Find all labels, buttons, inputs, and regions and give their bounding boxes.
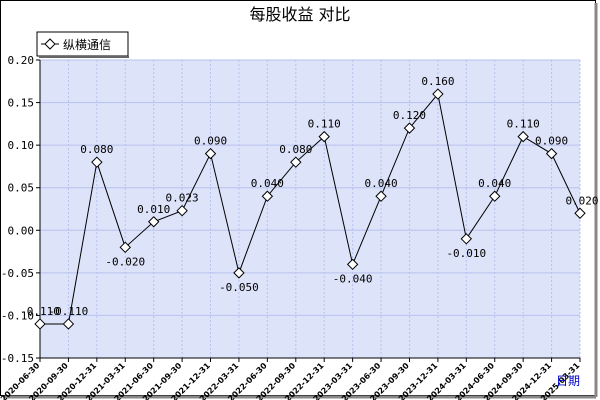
- series-markers: [34, 88, 586, 330]
- data-point-label: 0.090: [194, 135, 227, 148]
- x-axis-end-label: 日期: [556, 374, 580, 388]
- data-point-marker: [318, 130, 330, 143]
- data-point-marker: [460, 233, 473, 245]
- data-point-label: -0.040: [333, 272, 373, 285]
- data-point-marker: [62, 318, 75, 330]
- data-point-marker: [261, 190, 274, 202]
- y-tick-label: 0.20: [8, 54, 35, 67]
- data-point-label: -0.020: [105, 255, 145, 268]
- data-point-label: 0.020: [565, 194, 598, 207]
- data-point-label: 0.040: [478, 177, 511, 190]
- legend-box: [36, 31, 129, 57]
- data-point-label: -0.050: [219, 281, 259, 294]
- data-point-marker: [290, 156, 302, 168]
- data-point-label: 0.040: [364, 177, 397, 190]
- data-point-marker: [489, 190, 501, 202]
- data-point-marker: [432, 88, 444, 100]
- data-point-marker: [204, 147, 217, 160]
- data-point-marker: [176, 204, 188, 217]
- y-tick-label: 0.10: [8, 139, 35, 152]
- legend: 纵横通信: [36, 31, 129, 58]
- legend-entry-label: 纵横通信: [63, 38, 111, 52]
- y-tick-label: -0.10: [1, 309, 34, 322]
- data-point-marker: [346, 258, 359, 271]
- data-point-marker: [517, 130, 529, 143]
- y-tick-label: 0.05: [8, 182, 35, 195]
- data-point-label: 0.120: [393, 109, 426, 122]
- data-point-marker: [233, 267, 245, 279]
- data-point-marker: [147, 216, 160, 228]
- series-line: [40, 92, 581, 325]
- y-tick-label: -0.15: [1, 352, 34, 365]
- y-tick-label: -0.05: [1, 267, 34, 280]
- y-axis-ticks: 0.20 0.15 0.10 0.05 0.00 -0.05 -0.10 -0.15: [1, 54, 40, 365]
- data-point-label: 0.080: [279, 143, 312, 156]
- data-point-marker: [34, 318, 46, 330]
- axes: [39, 60, 580, 359]
- legend-diamond-icon: [44, 38, 56, 50]
- data-point-marker: [91, 156, 103, 168]
- data-point-label: 0.110: [308, 118, 341, 131]
- y-tick-label: 0.00: [8, 224, 35, 237]
- plot-area: [40, 60, 580, 358]
- data-point-label: -0.010: [446, 247, 486, 260]
- data-point-marker: [403, 122, 416, 134]
- series-polyline: [40, 92, 581, 325]
- data-point-marker: [545, 147, 558, 160]
- data-point-label: -0.110: [20, 305, 60, 318]
- data-point-label: 0.110: [507, 118, 540, 131]
- chart-title: 每股收益 对比: [249, 5, 350, 24]
- data-point-label: -0.110: [49, 305, 89, 318]
- data-point-label: 0.040: [251, 177, 284, 190]
- data-point-label: 0.010: [137, 203, 170, 216]
- data-point-label: 0.080: [80, 143, 113, 156]
- data-point-label: 0.023: [166, 192, 199, 205]
- data-point-label: 0.160: [421, 75, 454, 88]
- data-point-marker: [119, 241, 131, 254]
- data-point-marker: [375, 190, 387, 202]
- data-point-marker: [574, 207, 586, 219]
- data-point-label: 0.090: [535, 135, 568, 148]
- y-tick-label: 0.15: [8, 97, 35, 110]
